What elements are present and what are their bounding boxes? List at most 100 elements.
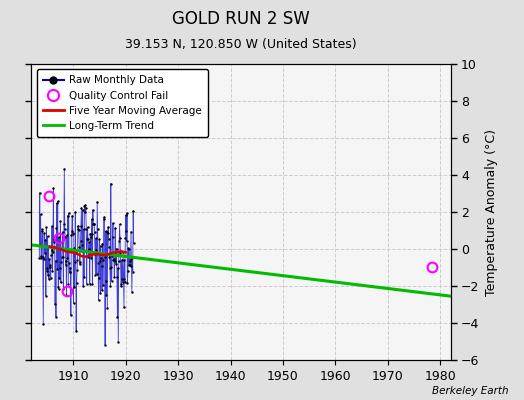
Point xyxy=(108,253,116,260)
Point xyxy=(109,220,117,227)
Point xyxy=(91,272,100,278)
Point xyxy=(108,233,117,240)
Point xyxy=(123,280,132,286)
Point xyxy=(116,249,125,256)
Point xyxy=(50,239,58,245)
Point xyxy=(79,282,88,289)
Point xyxy=(37,255,45,262)
Point xyxy=(52,200,61,206)
Point xyxy=(56,218,64,225)
Point xyxy=(50,236,58,242)
Point xyxy=(86,230,94,237)
Point xyxy=(54,286,63,292)
Point xyxy=(54,284,62,290)
Point xyxy=(90,229,99,236)
Point xyxy=(50,238,59,244)
Point xyxy=(128,254,136,260)
Point xyxy=(38,226,47,232)
Point xyxy=(46,262,54,268)
Point xyxy=(114,265,122,271)
Point xyxy=(78,248,86,254)
Point xyxy=(66,268,74,275)
Point xyxy=(88,231,96,237)
Point xyxy=(35,255,43,261)
Point xyxy=(96,242,105,249)
Point xyxy=(115,258,123,265)
Point xyxy=(121,278,129,285)
Point xyxy=(85,239,93,245)
Point xyxy=(128,268,137,275)
Point xyxy=(68,212,77,219)
Point xyxy=(37,252,46,259)
Point xyxy=(101,342,110,348)
Point xyxy=(66,268,74,275)
Point xyxy=(78,242,86,248)
Point xyxy=(82,205,90,211)
Point xyxy=(77,238,85,244)
Point xyxy=(124,268,132,274)
Point xyxy=(70,284,79,290)
Point xyxy=(47,274,55,281)
Point xyxy=(79,206,87,213)
Point xyxy=(67,232,75,238)
Point xyxy=(110,274,118,280)
Point xyxy=(62,292,71,298)
Point xyxy=(117,257,126,263)
Point xyxy=(93,271,101,277)
Point xyxy=(45,243,53,249)
Point xyxy=(73,257,82,264)
Point xyxy=(58,254,66,260)
Point xyxy=(128,289,136,296)
Point xyxy=(77,204,85,211)
Point xyxy=(44,272,52,278)
Point xyxy=(61,226,69,232)
Point xyxy=(59,286,68,292)
Point xyxy=(99,240,107,247)
Point xyxy=(122,212,130,218)
Point xyxy=(112,261,121,268)
Point xyxy=(71,209,80,216)
Point xyxy=(92,246,101,253)
Point xyxy=(73,267,81,274)
Point xyxy=(103,228,111,235)
Point xyxy=(63,232,71,238)
Point xyxy=(48,268,57,274)
Point xyxy=(123,238,131,244)
Point xyxy=(93,226,102,232)
Point xyxy=(72,280,81,286)
Point xyxy=(42,268,51,274)
Point xyxy=(42,293,50,299)
Point xyxy=(52,314,60,320)
Point xyxy=(116,235,124,241)
Point xyxy=(80,274,88,280)
Point xyxy=(69,230,77,236)
Point xyxy=(56,265,64,272)
Point xyxy=(120,257,128,263)
Point xyxy=(56,274,64,281)
Point xyxy=(38,228,46,234)
Y-axis label: Temperature Anomaly (°C): Temperature Anomaly (°C) xyxy=(485,128,498,296)
Point xyxy=(36,242,45,248)
Point xyxy=(117,281,125,287)
Point xyxy=(46,264,54,270)
Point xyxy=(47,247,56,253)
Point xyxy=(88,216,96,222)
Point xyxy=(104,224,112,230)
Legend: Raw Monthly Data, Quality Control Fail, Five Year Moving Average, Long-Term Tren: Raw Monthly Data, Quality Control Fail, … xyxy=(37,69,208,137)
Point xyxy=(80,203,89,210)
Point xyxy=(124,245,133,251)
Point xyxy=(81,202,90,208)
Text: Berkeley Earth: Berkeley Earth xyxy=(432,386,508,396)
Point xyxy=(43,265,51,272)
Point xyxy=(125,246,134,252)
Point xyxy=(106,180,115,187)
Point xyxy=(101,254,109,261)
Point xyxy=(52,225,61,231)
Point xyxy=(60,165,69,172)
Point xyxy=(45,276,53,282)
Point xyxy=(85,281,94,287)
Point xyxy=(85,246,93,252)
Point xyxy=(121,235,129,242)
Point xyxy=(45,256,53,262)
Point xyxy=(118,279,127,285)
